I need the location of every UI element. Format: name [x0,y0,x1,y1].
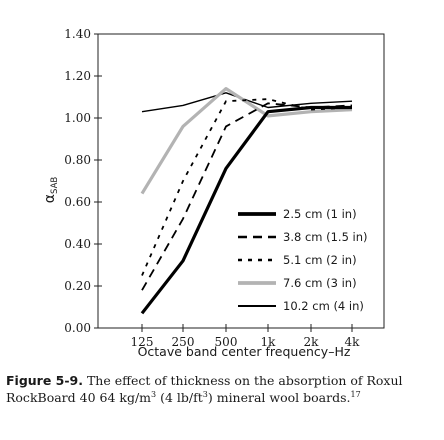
y-tick-label: 0.00 [64,321,91,335]
y-axis-title: αSAB [42,177,60,204]
series-line-2 [141,102,353,291]
caption-text-2: (4 lb/ft [156,390,203,405]
legend: 2.5 cm (1 in) 3.8 cm (1.5 in) 5.1 cm (2 in… [238,207,368,313]
legend-label-4: 7.6 cm (3 in) [283,276,357,290]
y-tick-label: 1.20 [64,69,91,83]
x-tick-label: 500 [215,335,238,349]
x-axis-title: Octave band center frequency–Hz [138,344,351,359]
plot-frame [97,33,385,329]
y-tick-label: 0.80 [64,153,91,167]
legend-label-3: 5.1 cm (2 in) [283,253,357,267]
y-tick-label: 0.20 [64,279,91,293]
x-tick-label: 250 [172,335,195,349]
caption-reference: 17 [350,389,361,399]
figure-label: Figure 5-9. [6,373,83,388]
caption-superscript-1: 3 [151,389,157,399]
series-line-5 [141,92,353,113]
figure-caption: Figure 5-9. The effect of thickness on t… [6,372,438,406]
legend-label-5: 10.2 cm (4 in) [283,299,364,313]
y-tick-label: 0.40 [64,237,91,251]
absorption-chart: 0.00 0.20 0.40 0.60 0.80 1.00 1.20 1.40 125 250 50… [42,27,385,359]
series-line-3 [141,98,353,276]
x-tick-label: 2k [304,335,320,349]
x-tick-label: 125 [131,335,154,349]
y-tick-label: 1.00 [64,111,91,125]
plot-area: 0.00 0.20 0.40 0.60 0.80 1.00 1.20 1.40 125 250 50… [64,27,385,349]
legend-label-2: 3.8 cm (1.5 in) [283,230,368,244]
y-axis-title-subscript: SAB [50,177,60,194]
caption-text-3: ) mineral wool boards. [207,390,351,405]
y-tick-label: 0.60 [64,195,91,209]
series-line-4 [140,86,353,195]
caption-text-1: The effect of thickness on the absorptio… [6,373,403,405]
y-tick-label: 1.40 [64,27,91,41]
y-axis-title-main: α [42,194,58,203]
x-tick-label: 4k [345,335,361,349]
series-line-1 [140,105,352,315]
legend-label-1: 2.5 cm (1 in) [283,207,357,221]
x-tick-label: 1k [261,335,277,349]
caption-superscript-2: 3 [202,389,208,399]
